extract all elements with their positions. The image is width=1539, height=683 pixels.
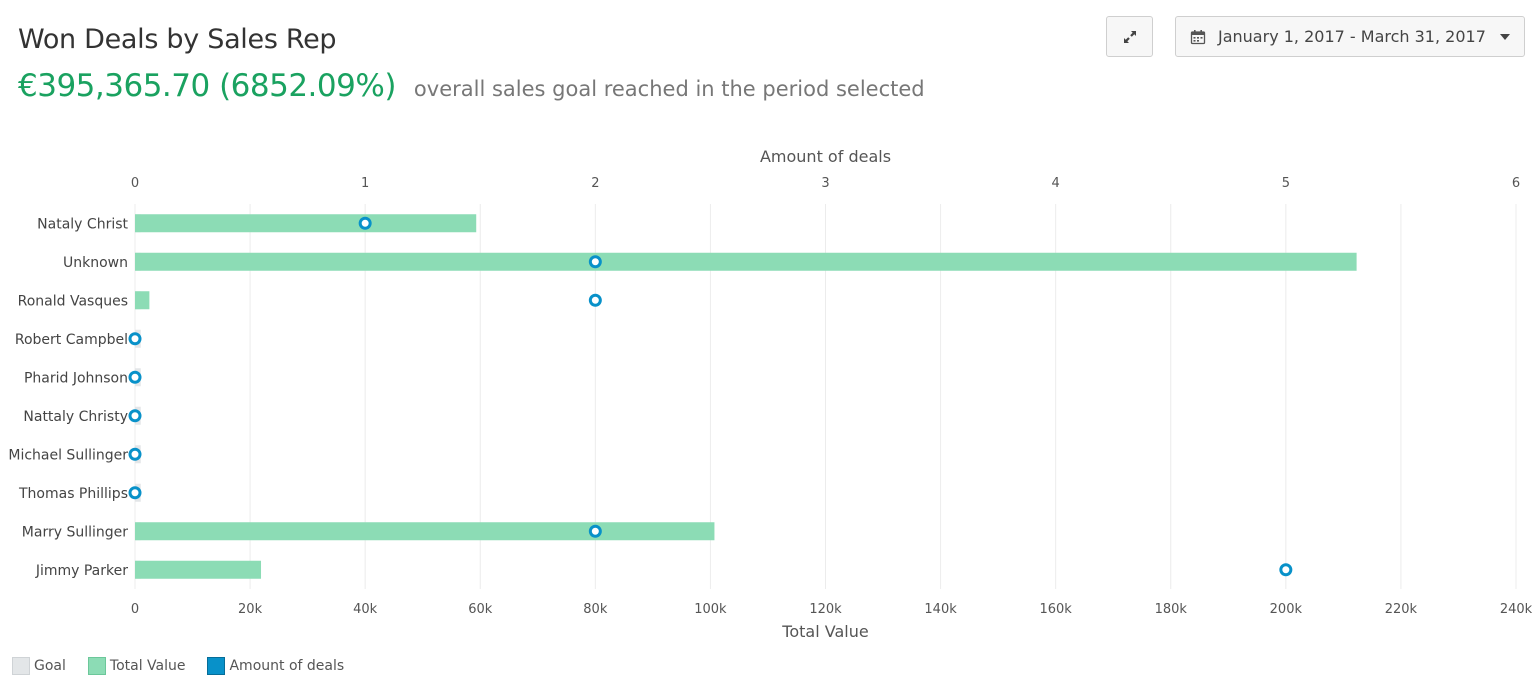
legend-swatch-goal: [12, 657, 30, 675]
summary-row: €395,365.70 (6852.09%) overall sales goa…: [18, 68, 925, 104]
total-value-bar: [135, 252, 1357, 271]
x-tick-label: 240k: [1500, 602, 1533, 617]
category-label: Nataly Christ: [37, 216, 128, 232]
category-label: Michael Sullinger: [8, 447, 128, 463]
chart-canvas: 0 20k 40k 60k 80k 100k 120k 140k 160k 180k 200k 220…: [8, 147, 1533, 641]
x-tick-label: 60k: [468, 602, 493, 617]
amount-of-deals-point: [128, 486, 142, 500]
x2-tick-label: 2: [591, 176, 599, 191]
x-tick-label: 40k: [353, 602, 378, 617]
x-tick-label: 180k: [1155, 602, 1188, 617]
total-value-bar: [135, 560, 262, 579]
summary-text: overall sales goal reached in the period…: [413, 77, 925, 101]
legend-label-goal: Goal: [34, 658, 66, 674]
chart-legend: Goal Total Value Amount of deals: [12, 657, 366, 675]
category-label: Marry Sullinger: [22, 524, 128, 540]
calendar-icon: [1190, 29, 1206, 45]
category-label: Jimmy Parker: [35, 563, 128, 579]
x-tick-label: 220k: [1385, 602, 1418, 617]
amount-of-deals-point: [128, 409, 142, 423]
legend-swatch-total-value: [87, 657, 106, 675]
x2-tick-label: 0: [131, 176, 139, 191]
category-label: Robert Campbel: [15, 332, 128, 348]
category-label: Pharid Johnson: [24, 370, 128, 386]
amount-of-deals-point: [128, 370, 142, 384]
category-label: Unknown: [63, 255, 128, 271]
x2-tick-label: 3: [821, 176, 829, 191]
x-tick-label: 160k: [1039, 602, 1072, 617]
chevron-down-icon: [1500, 33, 1510, 40]
legend-label-amount-of-deals: Amount of deals: [229, 658, 345, 674]
amount-of-deals-point: [588, 255, 602, 269]
legend-item-total-value[interactable]: Total Value: [87, 657, 186, 675]
x-tick-label: 20k: [238, 602, 263, 617]
legend-item-goal[interactable]: Goal: [12, 657, 66, 675]
amount-of-deals-point: [128, 332, 142, 346]
summary-value: €395,365.70 (6852.09%): [18, 68, 396, 104]
x-tick-label: 140k: [924, 602, 957, 617]
x-tick-label: 0: [131, 602, 139, 617]
chart-title: Won Deals by Sales Rep: [18, 24, 337, 55]
x2-tick-label: 6: [1512, 176, 1520, 191]
x2-tick-label: 5: [1282, 176, 1290, 191]
category-label: Ronald Vasques: [18, 293, 128, 309]
amount-of-deals-point: [358, 216, 372, 230]
amount-of-deals-point: [588, 524, 602, 538]
x2-axis-title: Amount of deals: [760, 147, 891, 166]
category-label: Nattaly Christy: [23, 409, 128, 425]
expand-icon: [1123, 30, 1136, 43]
amount-of-deals-point: [1279, 563, 1293, 577]
legend-label-total-value: Total Value: [109, 658, 186, 674]
category-label: Thomas Phillips: [18, 486, 128, 502]
date-range-picker[interactable]: January 1, 2017 - March 31, 2017: [1175, 16, 1525, 57]
total-value-bar: [135, 522, 715, 541]
x-tick-label: 80k: [583, 602, 608, 617]
x-axis-title: Total Value: [781, 622, 868, 641]
x-tick-label: 100k: [694, 602, 727, 617]
x2-tick-label: 1: [361, 176, 369, 191]
x2-tick-label: 4: [1052, 176, 1060, 191]
total-value-bar: [135, 214, 477, 233]
amount-of-deals-point: [128, 447, 142, 461]
legend-swatch-amount-of-deals: [207, 657, 226, 675]
amount-of-deals-point: [588, 293, 602, 307]
legend-item-amount-of-deals[interactable]: Amount of deals: [207, 657, 344, 675]
expand-button[interactable]: [1106, 16, 1153, 57]
total-value-bar: [135, 291, 150, 310]
date-range-label: January 1, 2017 - March 31, 2017: [1218, 27, 1486, 46]
x-tick-label: 200k: [1270, 602, 1303, 617]
x-tick-label: 120k: [809, 602, 842, 617]
